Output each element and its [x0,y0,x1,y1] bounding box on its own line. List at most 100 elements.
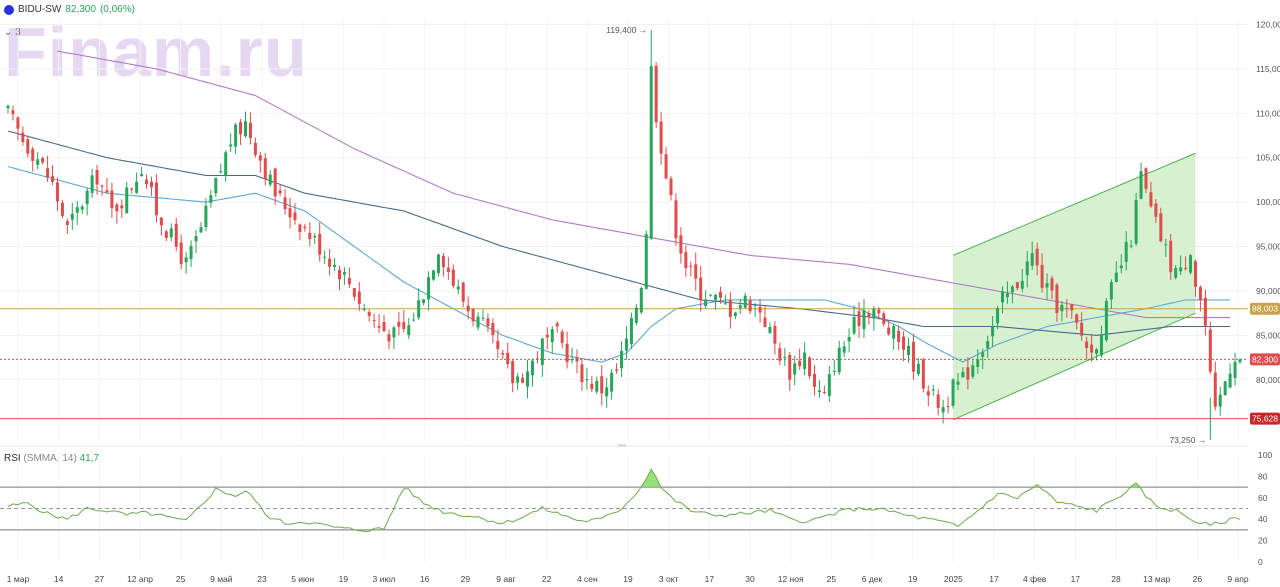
candle-body [219,171,223,173]
candle-body [199,227,203,233]
candle-body [976,359,980,367]
candle-body [70,213,74,220]
candle-body [323,256,327,258]
x-tick-label: 9 май [210,574,233,584]
x-tick-label: 22 [542,574,552,584]
candle-body [644,234,648,289]
x-tick-label: 3 окт [659,574,679,584]
candle-body [758,306,762,313]
x-tick-label: 1 мар [7,574,30,584]
candle-body [590,383,594,390]
price-level-badge [1250,353,1280,366]
candle-body [521,377,525,383]
candle-body [1095,349,1099,354]
candle-body [169,228,173,238]
candle-body [372,320,376,322]
candle-body [501,352,505,355]
candle-body [26,139,30,154]
candle-body [1193,261,1197,287]
candle-body [313,235,317,238]
candle-body [293,212,297,221]
x-tick-label: 25 [176,574,186,584]
rsi-line [7,468,1241,533]
candle-body [303,226,307,229]
candle-body [229,144,233,147]
candle-body [996,308,1000,324]
candle-body [263,158,267,180]
candle-body [357,291,361,304]
candle-body [1203,297,1207,326]
candle-body [273,168,277,197]
candle-body [1218,394,1222,407]
candle-body [36,159,40,165]
candle-body [738,305,742,309]
candle-body [788,354,792,380]
rsi-params: (SMMA, 14) [23,453,77,464]
candle-body [1045,283,1049,288]
candle-body [347,277,351,285]
candle-body [753,304,757,306]
candle-body [847,336,851,342]
price-level-label: 88,003 [1252,304,1278,314]
candle-body [778,348,782,361]
candle-body [466,305,470,312]
x-tick-label: 5 июн [291,574,314,584]
candle-body [51,176,55,182]
rsi-name[interactable]: RSI [4,453,21,464]
candle-body [402,322,406,330]
candle-body [649,66,653,239]
x-tick-label: 4 фев [1023,574,1047,584]
candle-body [85,190,89,205]
candle-body [6,105,10,109]
candle-body [1233,361,1237,378]
candle-body [783,357,787,359]
chevron-down-icon[interactable]: ⌄ [4,27,13,38]
x-tick-label: 17 [989,574,999,584]
y-tick-label: 95,000 [1256,242,1280,252]
x-tick-label: 26 [1193,574,1203,584]
x-tick-label: 12 ноя [778,574,804,584]
candle-body [768,327,772,334]
x-tick-label: 19 [908,574,918,584]
candle-body [1228,373,1232,388]
candle-body [1124,241,1128,262]
candle-body [352,288,356,297]
rsi-y-tick-label: 60 [1258,493,1268,503]
candle-body [1055,284,1059,314]
x-tick-label: 25 [827,574,837,584]
candle-body [115,204,119,212]
low-label: 73,250 → [1169,435,1206,445]
candle-body [763,317,767,328]
x-tick-label: 13 мар [1143,574,1170,584]
rsi-y-tick-label: 20 [1258,536,1268,546]
candle-body [1129,245,1133,247]
candle-body [1015,282,1019,289]
candle-body [1213,372,1217,407]
candle-body [986,341,990,349]
candle-body [1179,267,1183,272]
candle-body [911,341,915,372]
y-tick-label: 90,000 [1256,286,1280,296]
candle-body [268,174,272,185]
channel-lower-line [952,312,1196,421]
candle-body [516,376,520,383]
candle-body [1238,359,1242,363]
candle-body [580,364,584,383]
x-tick-label: 3 июл [373,574,396,584]
candle-body [120,205,124,209]
candle-body [812,373,816,387]
y-tick-label: 105,000 [1256,153,1280,163]
candle-body [694,264,698,279]
x-tick-label: 2025 [944,574,963,584]
candle-body [1035,248,1039,266]
panel-resize-handle [618,444,626,447]
candle-body [684,252,688,269]
candle-body [946,406,950,408]
candle-body [248,122,252,139]
candle-body [822,392,826,394]
rsi-y-tick-label: 80 [1258,471,1268,481]
y-tick-label: 110,000 [1256,108,1280,118]
symbol-name[interactable]: BIDU-SW [18,4,62,15]
candle-body [283,197,287,210]
